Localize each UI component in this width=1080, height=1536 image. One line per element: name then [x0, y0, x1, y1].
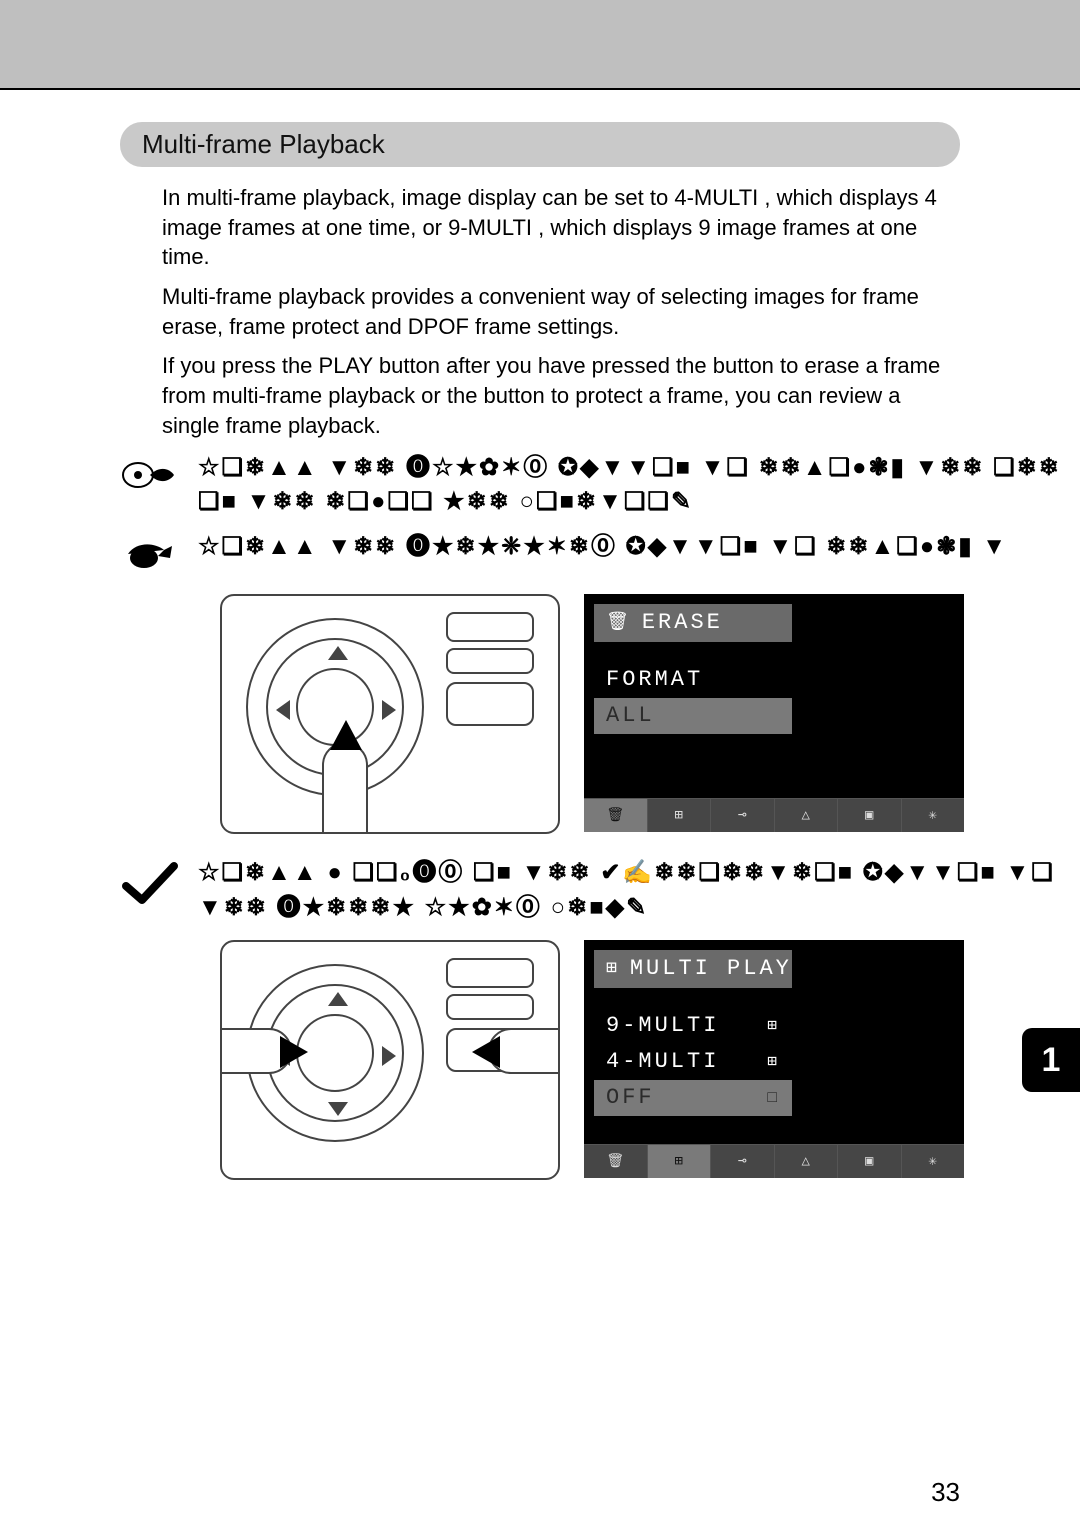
multiplay-row-9-label: 9-MULTI	[606, 1008, 719, 1044]
step-1-marker-icon	[120, 451, 180, 501]
erase-title-text: ERASE	[642, 604, 723, 642]
paragraph-1: In multi-frame playback, image display c…	[162, 183, 960, 272]
tab2-grid-icon[interactable]: ⊞	[648, 1145, 712, 1178]
step-3-text: ☆❏❄▲▲ ● ❏❏₀⓿⓪ ❏■ ▼❄❄ ✔✍❄❄❏❄❄▼❄❏■ ✪◆▼▼❏■ …	[198, 856, 1055, 926]
press-left-arrow-icon	[220, 1028, 292, 1074]
step-2-text: ☆❏❄▲▲ ▼❄❄ ⓿★❄★❈★✶❄⓪ ✪◆▼▼❏■ ▼❏ ❄❄▲❏●❃▮ ▼	[198, 530, 1008, 565]
multiplay-row-off[interactable]: OFF □	[594, 1080, 792, 1116]
multiplay-menu-screen: ⊞ MULTI PLAY 9-MULTI ⊞ 4-MULTI ⊞ OFF □ 🗑	[584, 940, 964, 1178]
multiplay-row-off-label: OFF	[606, 1080, 655, 1116]
step-3: ☆❏❄▲▲ ● ❏❏₀⓿⓪ ❏■ ▼❄❄ ✔✍❄❄❏❄❄▼❄❏■ ✪◆▼▼❏■ …	[120, 856, 1080, 926]
step-1: ☆❏❄▲▲ ▼❄❄ ⓿☆★✿✶⓪ ✪◆▼▼❏■ ▼❏ ❄❄▲❏●❃▮ ▼❄❄ ❏…	[120, 451, 1080, 521]
tab2-copy-icon[interactable]: ▣	[838, 1145, 902, 1178]
multiplay-title-bar: ⊞ MULTI PLAY	[594, 950, 792, 988]
tab-key-icon[interactable]: ⊸	[711, 799, 775, 832]
step-3-marker-icon	[120, 856, 180, 912]
multi-grid-icon: ⊞	[606, 950, 620, 988]
step-1-line-2: ❏■ ▼❄❄ ❄❏●❏❏ ★❄❄ ○❏■❄▼❏❏✎	[198, 485, 1061, 520]
page-number: 33	[931, 1477, 960, 1508]
tab2-key-icon[interactable]: ⊸	[711, 1145, 775, 1178]
grid4-icon: ⊞	[767, 1044, 780, 1080]
erase-menu-screen: 🗑 ERASE FORMAT ALL 🗑 ⊞ ⊸ △ ▣ ✳	[584, 594, 964, 832]
erase-menu-list: FORMAT ALL	[594, 662, 792, 734]
page: Multi-frame Playback In multi-frame play…	[0, 88, 1080, 1536]
erase-row-format[interactable]: FORMAT	[594, 662, 792, 698]
section-title: Multi-frame Playback	[120, 122, 960, 167]
multiplay-tab-strip: 🗑 ⊞ ⊸ △ ▣ ✳	[584, 1144, 964, 1178]
step-3-line-2: ▼❄❄ ⓿★❄❄❄★ ☆★✿✶⓪ ○❄■◆✎	[198, 891, 1055, 926]
tab2-print-icon[interactable]: △	[775, 1145, 839, 1178]
erase-title-bar: 🗑 ERASE	[594, 604, 792, 642]
paragraph-2: Multi-frame playback provides a convenie…	[162, 282, 960, 341]
erase-row-all[interactable]: ALL	[594, 698, 792, 734]
illustration-row-1: 🗑 ERASE FORMAT ALL 🗑 ⊞ ⊸ △ ▣ ✳	[220, 594, 1080, 834]
paragraph-3: If you press the PLAY button after you h…	[162, 351, 960, 440]
step-1-text: ☆❏❄▲▲ ▼❄❄ ⓿☆★✿✶⓪ ✪◆▼▼❏■ ▼❏ ❄❄▲❏●❃▮ ▼❄❄ ❏…	[198, 451, 1061, 521]
camera-dial-up-diagram	[220, 594, 560, 834]
single-frame-icon: □	[767, 1080, 780, 1116]
step-2-marker-icon	[120, 530, 180, 580]
step-1-line-1: ☆❏❄▲▲ ▼❄❄ ⓿☆★✿✶⓪ ✪◆▼▼❏■ ▼❏ ❄❄▲❏●❃▮ ▼❄❄ ❏…	[198, 451, 1061, 486]
illustration-row-2: ⊞ MULTI PLAY 9-MULTI ⊞ 4-MULTI ⊞ OFF □ 🗑	[220, 940, 1080, 1180]
press-up-arrow-icon	[322, 742, 368, 834]
tab-copy-icon[interactable]: ▣	[838, 799, 902, 832]
erase-row-format-label: FORMAT	[606, 662, 703, 698]
step-2-line-1: ☆❏❄▲▲ ▼❄❄ ⓿★❄★❈★✶❄⓪ ✪◆▼▼❏■ ▼❏ ❄❄▲❏●❃▮ ▼	[198, 530, 1008, 565]
press-right-arrow-icon	[488, 1028, 560, 1074]
step-2: ☆❏❄▲▲ ▼❄❄ ⓿★❄★❈★✶❄⓪ ✪◆▼▼❏■ ▼❏ ❄❄▲❏●❃▮ ▼	[120, 530, 1080, 580]
multiplay-title-text: MULTI PLAY	[630, 950, 792, 988]
tab2-trash-icon[interactable]: 🗑	[584, 1145, 648, 1178]
multiplay-menu-list: 9-MULTI ⊞ 4-MULTI ⊞ OFF □	[594, 1008, 792, 1116]
multiplay-row-4-label: 4-MULTI	[606, 1044, 719, 1080]
erase-row-all-label: ALL	[606, 698, 655, 734]
tab2-setup-icon[interactable]: ✳	[902, 1145, 965, 1178]
trash-icon: 🗑	[606, 604, 632, 642]
multiplay-row-9[interactable]: 9-MULTI ⊞	[594, 1008, 792, 1044]
grid9-icon: ⊞	[767, 1008, 780, 1044]
step-3-line-1: ☆❏❄▲▲ ● ❏❏₀⓿⓪ ❏■ ▼❄❄ ✔✍❄❄❏❄❄▼❄❏■ ✪◆▼▼❏■ …	[198, 856, 1055, 891]
tab-grid-icon[interactable]: ⊞	[648, 799, 712, 832]
multiplay-row-4[interactable]: 4-MULTI ⊞	[594, 1044, 792, 1080]
camera-dial-lr-diagram	[220, 940, 560, 1180]
chapter-side-tab: 1	[1022, 1028, 1080, 1092]
tab-print-icon[interactable]: △	[775, 799, 839, 832]
tab-trash-icon[interactable]: 🗑	[584, 799, 648, 832]
tab-setup-icon[interactable]: ✳	[902, 799, 965, 832]
erase-tab-strip: 🗑 ⊞ ⊸ △ ▣ ✳	[584, 798, 964, 832]
